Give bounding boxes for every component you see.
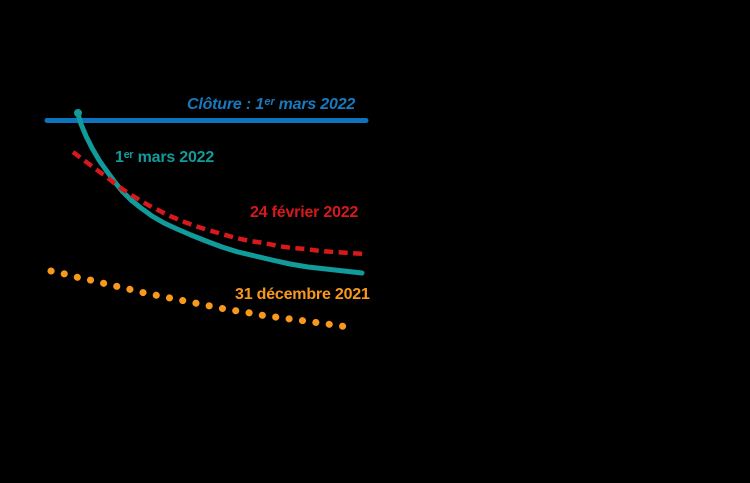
label-24-fevrier-2022: 24 février 2022: [250, 204, 359, 221]
label-31-decembre-2021: 31 décembre 2021: [235, 286, 370, 303]
label-1er-mars-2022: 1ᵉʳ mars 2022: [115, 149, 215, 166]
series-24-fevrier-2022-line: [71, 150, 366, 257]
series-1er-mars-2022-line: [75, 111, 365, 276]
label-cloture-1er-mars-2022: Clôture : 1ᵉʳ mars 2022: [187, 96, 356, 113]
series-1er-mars-2022-start-marker: [74, 109, 82, 117]
series-31-decembre-2021-line: [47, 267, 352, 331]
